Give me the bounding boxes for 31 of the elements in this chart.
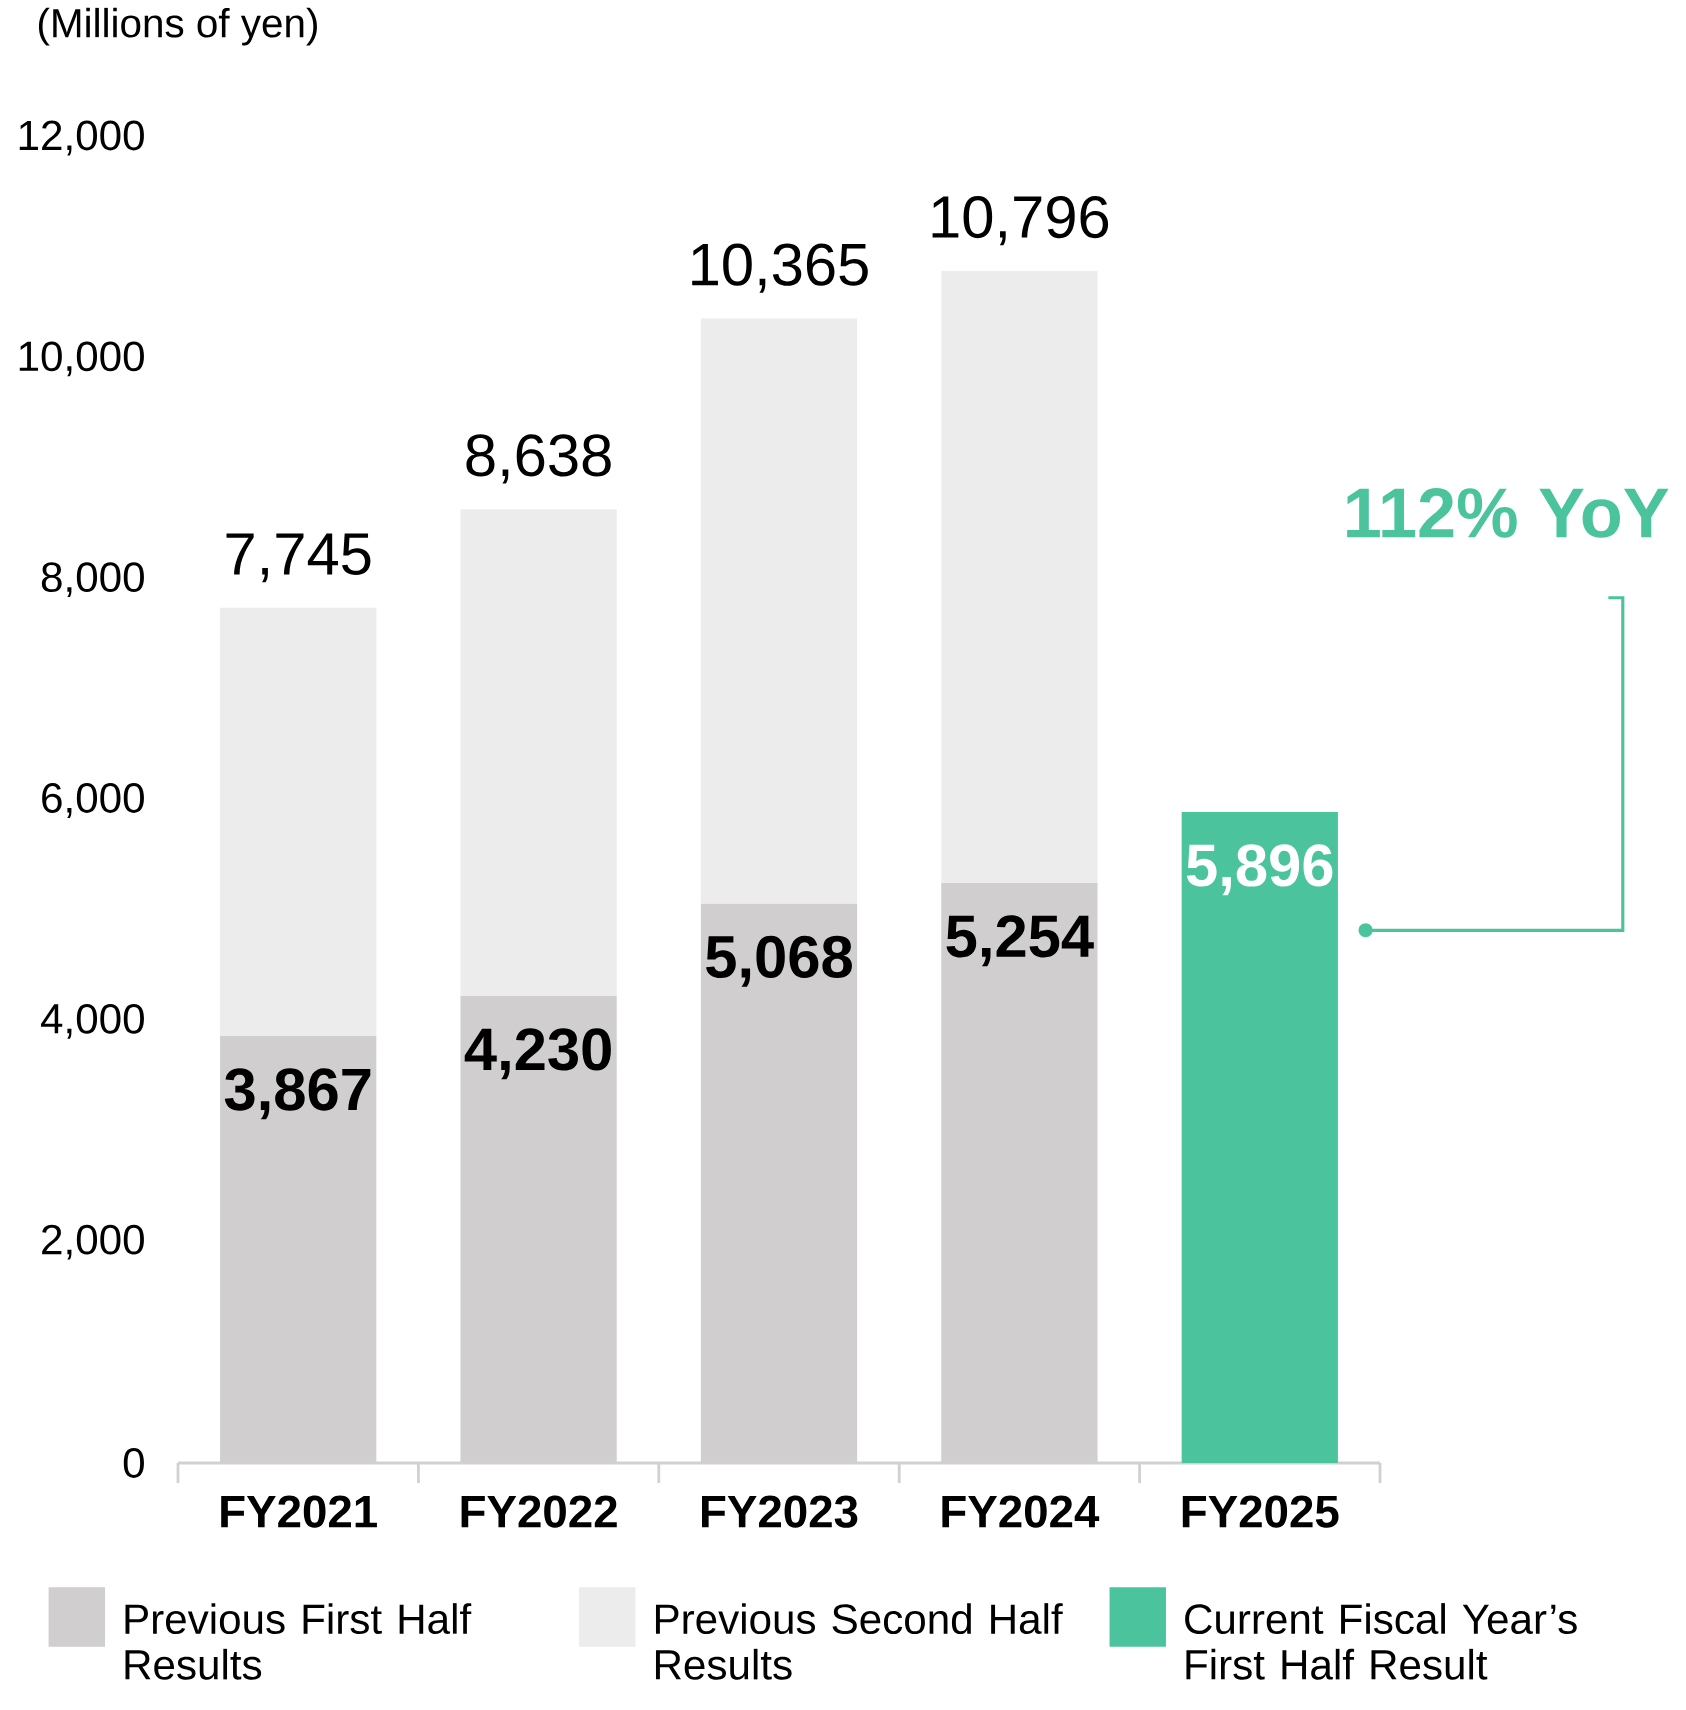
total-label: 8,638	[466, 434, 611, 484]
bar	[460, 509, 617, 996]
bar	[941, 270, 1098, 883]
y-tick-label: 2,000	[42, 1224, 144, 1260]
x-tick-label: FY2021	[221, 1495, 377, 1528]
y-tick-label: 4,000	[41, 1003, 144, 1039]
y-tick-label: 12,000	[19, 120, 144, 156]
total-label: 10,796	[932, 195, 1109, 246]
x-tick-label: FY2022	[461, 1495, 617, 1528]
bar	[220, 607, 377, 1036]
data-label: 5,254	[946, 915, 1094, 967]
y-tick-label: 0	[123, 1448, 144, 1478]
legend-label: Previous Second Half Results	[655, 1603, 1063, 1680]
data-label: 4,230	[464, 1028, 611, 1080]
data-label: 5,896	[1186, 844, 1333, 896]
annotation: 112% YoY	[1347, 488, 1669, 538]
y-tick-label: 10,000	[19, 341, 144, 377]
x-tick-label: FY2023	[702, 1495, 858, 1528]
y-tick-label: 6,000	[42, 783, 144, 818]
data-label: 3,867	[224, 1068, 371, 1120]
bar	[1181, 811, 1338, 1463]
total-label: 10,365	[692, 243, 868, 293]
total-label: 7,745	[226, 533, 371, 583]
x-tick-label: FY2025	[1182, 1495, 1339, 1528]
legend-label: Current Fiscal Year’s First Half Result	[1185, 1603, 1577, 1680]
bar	[700, 318, 858, 904]
y-tick-label: 8,000	[41, 562, 144, 598]
y-axis-title: (Millions of yen)	[38, 7, 317, 46]
data-label: 5,068	[706, 935, 852, 987]
legend-label: Previous First Half Results	[125, 1603, 472, 1680]
x-tick-label: FY2024	[942, 1495, 1100, 1528]
